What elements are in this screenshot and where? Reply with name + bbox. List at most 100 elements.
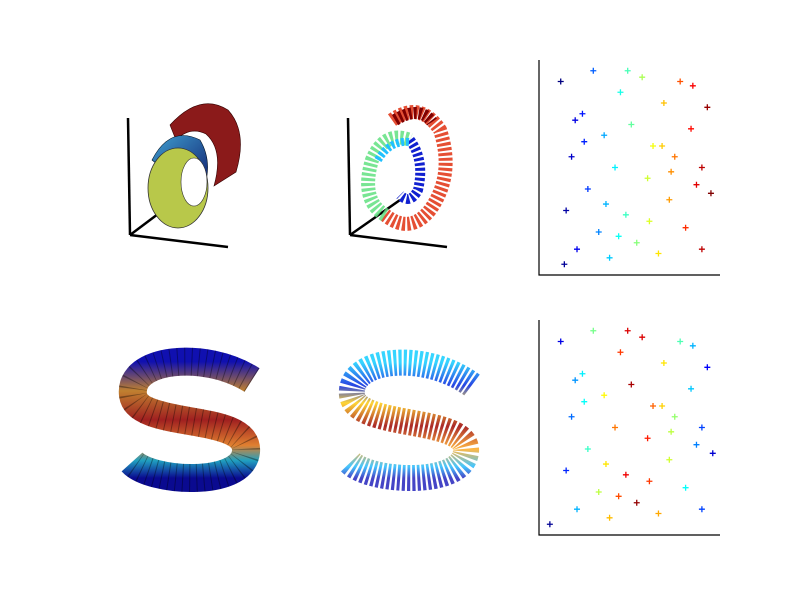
point [602, 201, 609, 208]
point [572, 377, 579, 384]
point [601, 132, 608, 139]
point [617, 89, 624, 96]
point [677, 78, 684, 85]
point [689, 342, 696, 349]
point [650, 143, 657, 149]
point [584, 446, 591, 452]
point [698, 246, 705, 253]
axis-line [349, 233, 448, 249]
point [666, 456, 673, 463]
point [688, 385, 695, 392]
point [693, 441, 700, 448]
panel-s-curve-surface [118, 347, 260, 492]
point-cloud [374, 137, 411, 163]
point [709, 450, 716, 457]
surface [118, 347, 260, 492]
axis-line [346, 117, 352, 236]
point [655, 510, 662, 517]
point-cloud [396, 137, 426, 204]
point [660, 100, 667, 106]
panel-swiss-roll-surface [126, 103, 241, 249]
panel-embedding-1 [538, 60, 720, 276]
point [650, 403, 657, 409]
point [671, 413, 678, 420]
point [698, 424, 705, 431]
point [568, 153, 575, 160]
point [682, 224, 689, 231]
point [646, 478, 653, 485]
point [628, 381, 635, 388]
point-cloud [380, 105, 453, 231]
point [644, 175, 651, 182]
point [668, 428, 675, 435]
surface-hole [180, 157, 208, 207]
point [606, 254, 613, 261]
point [579, 370, 586, 377]
point [574, 506, 581, 513]
point [659, 403, 666, 409]
axis-line [126, 117, 132, 236]
point [563, 207, 570, 214]
point [624, 327, 631, 334]
point [574, 246, 581, 253]
point [561, 261, 568, 268]
panel-swiss-roll-points [346, 105, 453, 249]
point [668, 168, 675, 175]
point [704, 104, 711, 111]
point [622, 471, 629, 478]
point [660, 360, 667, 366]
point [615, 493, 622, 500]
point [659, 143, 666, 149]
point [689, 82, 696, 89]
point [633, 239, 640, 246]
point [698, 164, 705, 171]
point-cloud [339, 349, 480, 491]
point [693, 181, 700, 188]
point-cloud [361, 130, 413, 221]
point [688, 125, 695, 132]
point [639, 334, 646, 341]
surface-grid [118, 347, 260, 492]
point [655, 250, 662, 257]
point [590, 67, 597, 74]
point [606, 514, 613, 521]
point [595, 489, 602, 495]
axis-line [349, 198, 401, 237]
point [590, 327, 597, 334]
point [633, 499, 640, 506]
point [622, 211, 629, 218]
panel-embedding-2 [538, 320, 720, 536]
point [704, 364, 711, 371]
point [671, 153, 678, 160]
panel-s-curve-points [339, 349, 480, 491]
point [584, 186, 591, 192]
point [644, 435, 651, 442]
point [698, 506, 705, 513]
point [617, 349, 624, 356]
point [615, 233, 622, 240]
point [579, 110, 586, 117]
point [646, 218, 653, 225]
point [602, 461, 609, 468]
point [601, 392, 608, 399]
point [624, 67, 631, 74]
point [557, 78, 564, 85]
point [628, 121, 635, 128]
point [568, 413, 575, 420]
point [557, 338, 564, 345]
point [707, 190, 714, 197]
point [546, 521, 553, 528]
point [572, 117, 579, 124]
axis-line [129, 233, 229, 249]
point [682, 484, 689, 491]
point [639, 74, 646, 81]
point [666, 196, 673, 203]
point [677, 338, 684, 345]
point [581, 138, 588, 145]
surface [169, 103, 241, 187]
point [581, 398, 588, 405]
point [612, 424, 619, 431]
point [612, 164, 619, 171]
point [563, 467, 570, 474]
